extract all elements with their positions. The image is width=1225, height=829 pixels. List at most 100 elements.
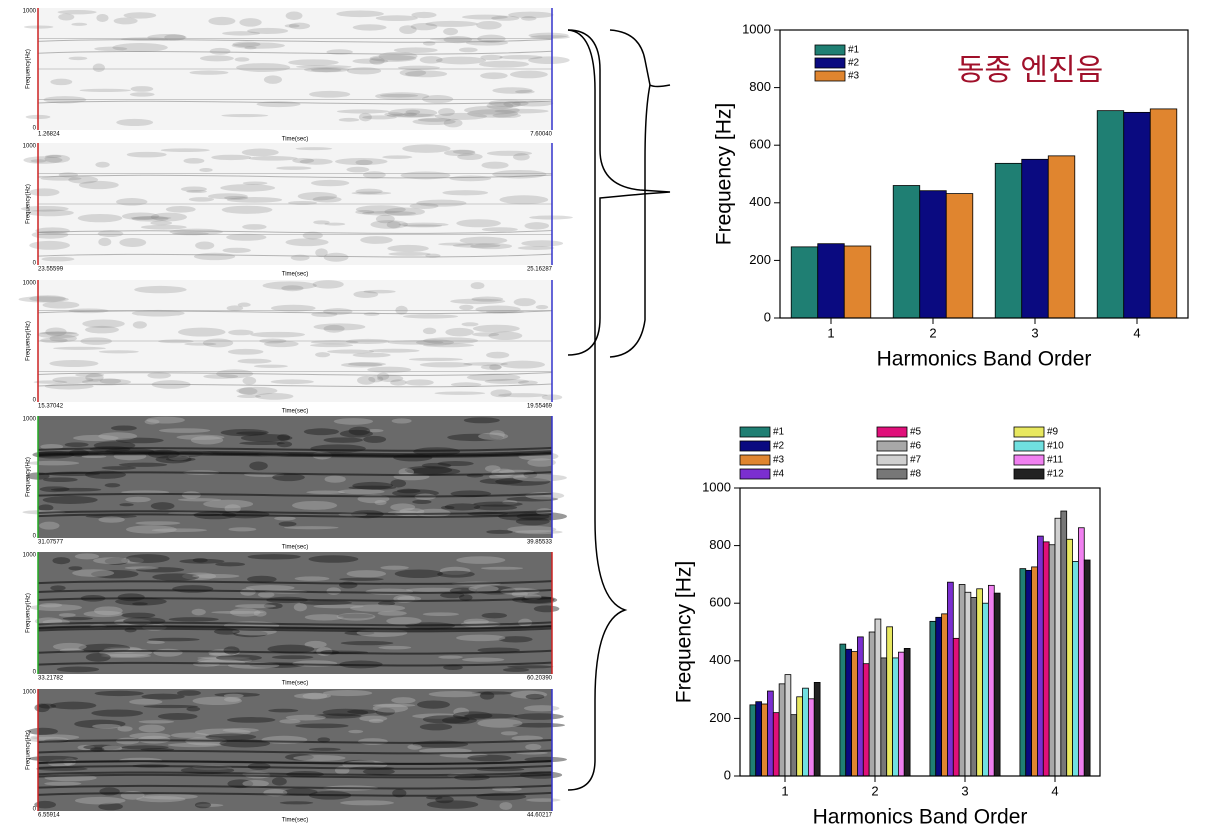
texture (372, 703, 416, 708)
y-tick-label: 200 (709, 710, 731, 725)
texture (77, 744, 95, 751)
bar (1042, 541, 1050, 777)
texture (426, 800, 479, 809)
bar (958, 584, 966, 777)
bar (1019, 568, 1027, 777)
texture (399, 68, 427, 77)
freq-min: 0 (33, 534, 37, 540)
texture (340, 362, 383, 368)
texture (422, 95, 454, 104)
texture (285, 238, 329, 247)
texture (247, 554, 301, 560)
texture (314, 713, 362, 719)
bar (851, 651, 858, 777)
texture (33, 380, 68, 384)
y-tick-label: 200 (749, 252, 771, 267)
texture (295, 65, 352, 69)
texture (368, 375, 384, 383)
texture (429, 37, 482, 41)
texture (253, 364, 288, 368)
texture (322, 708, 369, 717)
texture (352, 58, 389, 64)
texture (291, 500, 338, 510)
texture (194, 728, 251, 737)
texture (478, 432, 509, 440)
texture (135, 521, 181, 526)
texture (529, 215, 573, 220)
texture (360, 236, 393, 244)
texture (288, 22, 311, 30)
legend-label: #3 (848, 71, 860, 82)
texture (293, 693, 332, 699)
texture (197, 657, 253, 664)
legend-label: #4 (773, 469, 785, 480)
texture (98, 802, 123, 811)
y-tick-label: 600 (709, 595, 731, 610)
x-tick-label: 4 (1133, 325, 1140, 340)
texture (480, 691, 495, 700)
texture (408, 357, 463, 362)
texture (277, 434, 291, 441)
freq-min: 0 (33, 398, 37, 404)
x-label: Time(sec) (282, 137, 308, 143)
texture (151, 528, 207, 533)
texture (453, 707, 470, 716)
texture (42, 495, 98, 504)
x-label: Time(sec) (282, 409, 308, 415)
spectrogram: 1000 0 Frequency(Hz) 15.37042 Time(sec) 19.55… (18, 280, 563, 415)
texture (283, 526, 339, 530)
texture (390, 503, 416, 511)
x-tick-label: 1 (781, 783, 788, 798)
bar (892, 657, 899, 777)
legend-label: #8 (910, 469, 922, 480)
texture (285, 753, 314, 761)
legend-swatch (876, 468, 908, 480)
freq-min: 0 (33, 126, 37, 132)
texture (479, 478, 523, 485)
texture (285, 11, 303, 20)
t-start: 6.55914 (38, 813, 60, 819)
texture (37, 310, 553, 315)
texture (159, 428, 211, 433)
texture (500, 731, 518, 736)
bar (772, 712, 780, 777)
bar (1048, 544, 1056, 777)
texture (527, 458, 556, 467)
texture (117, 593, 145, 602)
y-tick-label: 400 (709, 652, 731, 667)
y-tick-label: 1000 (702, 479, 731, 494)
texture (461, 657, 505, 662)
texture (182, 572, 217, 580)
texture (130, 216, 172, 220)
texture (439, 566, 471, 575)
texture (155, 455, 192, 464)
texture (113, 17, 138, 25)
texture (37, 492, 553, 498)
texture (276, 166, 312, 170)
bar (845, 648, 852, 777)
texture (333, 418, 374, 425)
texture (310, 179, 350, 187)
texture (214, 692, 260, 697)
texture (346, 67, 382, 75)
texture (308, 555, 359, 563)
texture (247, 575, 277, 583)
texture (232, 41, 261, 48)
legend-swatch (814, 70, 846, 82)
texture (37, 453, 553, 458)
bar (935, 616, 942, 777)
texture (262, 281, 317, 290)
texture (116, 118, 154, 126)
texture (391, 697, 416, 704)
freq-min: 0 (33, 261, 37, 267)
texture (38, 504, 54, 512)
t-end: 25.16287 (527, 267, 553, 273)
texture (470, 282, 485, 290)
texture (306, 490, 345, 495)
texture (224, 697, 241, 702)
texture (369, 57, 385, 65)
texture (378, 51, 418, 61)
bar (945, 193, 974, 319)
texture (44, 383, 94, 390)
legend-label: #5 (910, 427, 922, 438)
